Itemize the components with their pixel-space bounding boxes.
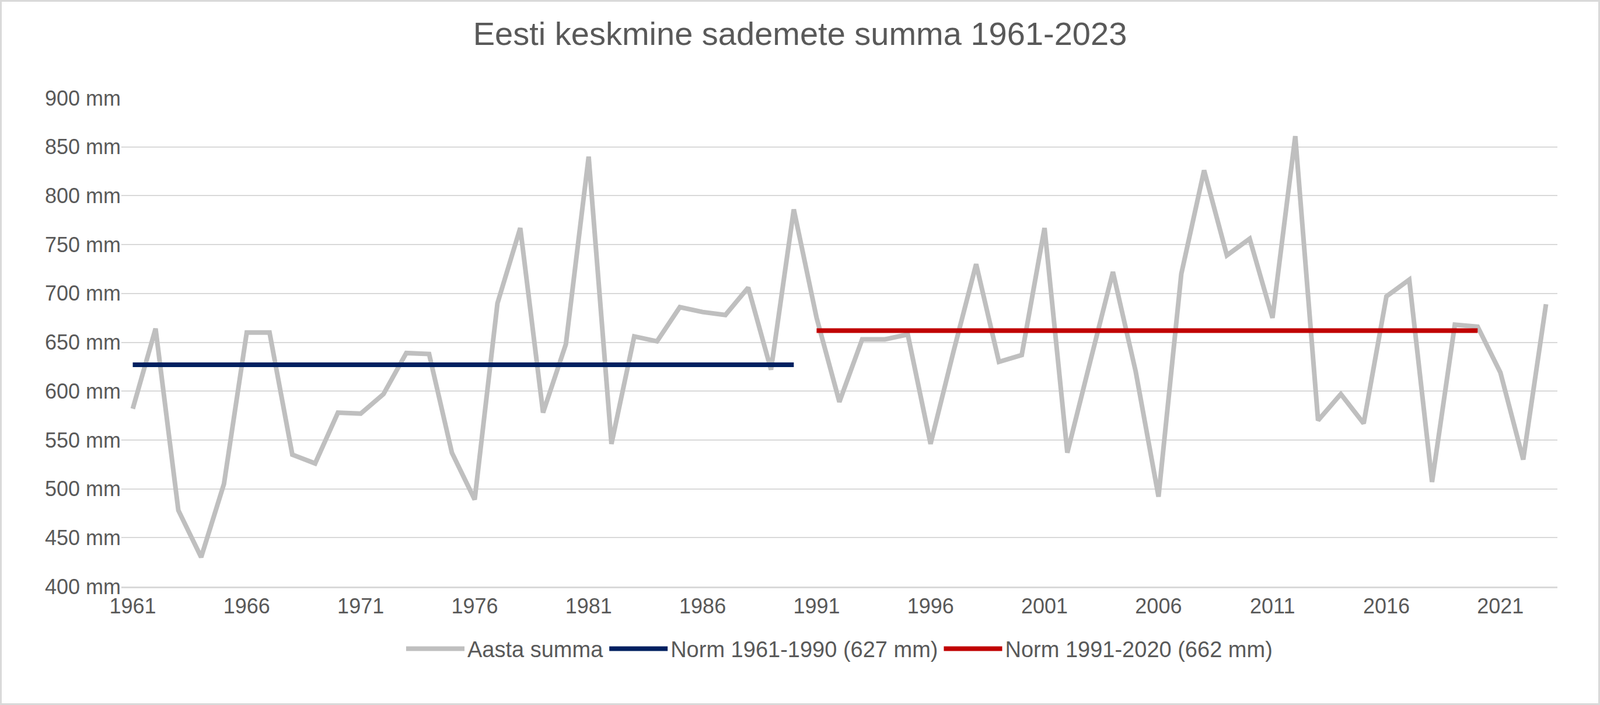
- svg-text:1961: 1961: [109, 594, 156, 618]
- svg-text:2021: 2021: [1476, 594, 1524, 618]
- svg-text:Norm 1991-2020 (662 mm): Norm 1991-2020 (662 mm): [1004, 637, 1273, 662]
- svg-text:1991: 1991: [792, 594, 840, 618]
- svg-text:Norm 1961-1990 (627 mm): Norm 1961-1990 (627 mm): [670, 637, 938, 662]
- svg-text:900 mm: 900 mm: [44, 86, 121, 111]
- svg-text:550 mm: 550 mm: [44, 428, 121, 453]
- svg-text:450 mm: 450 mm: [44, 525, 121, 550]
- svg-text:1966: 1966: [223, 594, 271, 618]
- svg-text:1996: 1996: [907, 594, 955, 618]
- svg-text:750 mm: 750 mm: [44, 232, 121, 257]
- svg-text:1976: 1976: [451, 594, 498, 618]
- svg-text:2011: 2011: [1249, 594, 1295, 618]
- svg-text:600 mm: 600 mm: [44, 379, 121, 404]
- svg-text:1986: 1986: [679, 594, 726, 618]
- svg-text:400 mm: 400 mm: [44, 574, 121, 599]
- svg-text:Aasta summa: Aasta summa: [467, 637, 604, 662]
- svg-text:800 mm: 800 mm: [44, 183, 121, 208]
- svg-text:Eesti keskmine sademete summa: Eesti keskmine sademete summa 1961-2023: [473, 15, 1128, 52]
- svg-text:2016: 2016: [1363, 594, 1410, 618]
- svg-text:1981: 1981: [565, 594, 613, 618]
- svg-text:650 mm: 650 mm: [44, 330, 121, 355]
- svg-text:500 mm: 500 mm: [44, 476, 121, 501]
- svg-text:700 mm: 700 mm: [44, 281, 121, 306]
- svg-text:2006: 2006: [1134, 594, 1182, 618]
- svg-text:1971: 1971: [337, 594, 384, 618]
- svg-text:850 mm: 850 mm: [44, 134, 121, 159]
- svg-text:2001: 2001: [1021, 594, 1068, 618]
